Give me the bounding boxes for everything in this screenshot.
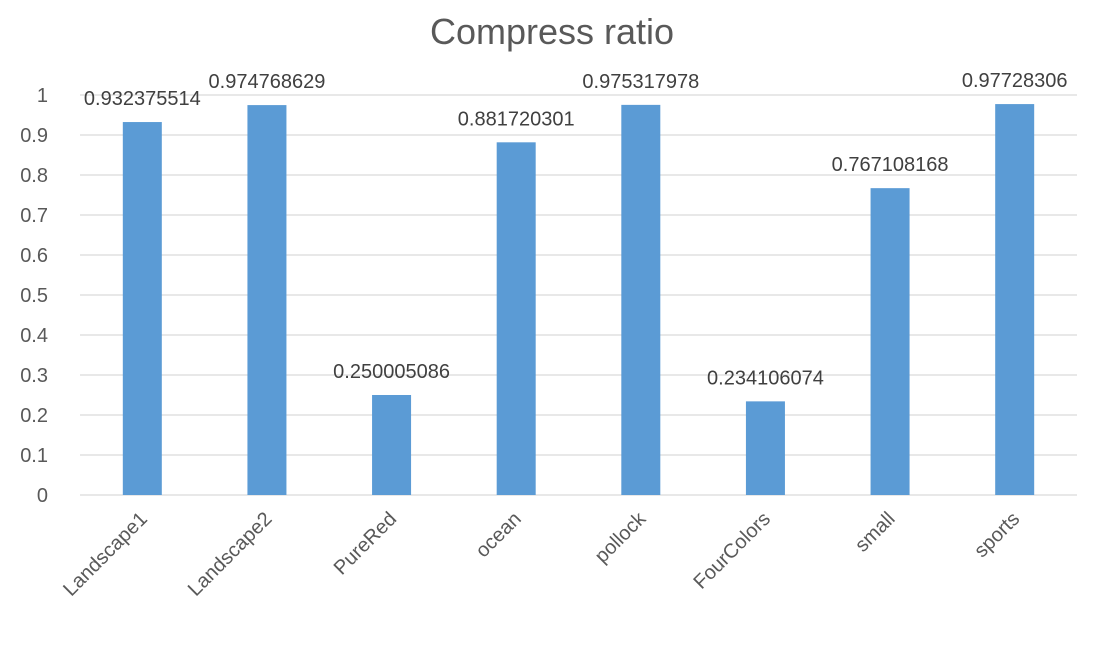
bar-landscape1 [122,122,162,495]
x-tick-label: PureRed [330,508,401,579]
y-tick-label: 0 [37,485,48,507]
bar-purered [372,394,412,495]
y-tick-label: 1 [37,85,48,107]
data-label: 0.97728306 [962,70,1068,92]
data-labels: 0.932375514 0.974768629 0.250005086 0.88172… [84,70,1068,389]
y-tick-label: 0.4 [20,325,48,347]
data-label: 0.250005086 [333,361,450,383]
x-tick-label: small [851,508,900,557]
x-tick-label: sports [970,508,1024,562]
x-axis-ticks: Landscape1 Landscape2 PureRed ocean pollock F… [59,507,1024,600]
chart-title: Compress ratio [430,11,674,52]
y-tick-label: 0.2 [20,405,48,427]
data-label: 0.881720301 [458,108,575,130]
data-label: 0.932375514 [84,88,201,110]
x-tick-label: FourColors [689,508,775,594]
y-tick-label: 0.5 [20,285,48,307]
y-tick-label: 0.9 [20,125,48,147]
x-tick-label: pollock [591,507,651,567]
y-tick-label: 0.8 [20,165,48,187]
data-label: 0.767108168 [832,154,949,176]
bar-small [870,188,910,495]
bars [122,104,1035,496]
bar-landscape2 [247,105,287,495]
bar-sports [995,104,1035,495]
bar-ocean [496,142,536,495]
y-tick-label: 0.1 [20,445,48,467]
bar-fourcolors [745,401,785,495]
data-label: 0.974768629 [209,71,326,93]
gridlines [80,94,1077,496]
y-tick-label: 0.3 [20,365,48,387]
data-label: 0.234106074 [707,367,824,389]
data-label: 0.975317978 [582,71,699,93]
x-tick-label: ocean [472,508,526,562]
y-tick-label: 0.6 [20,245,48,267]
y-tick-label: 0.7 [20,205,48,227]
y-axis-ticks: 0 0.1 0.2 0.3 0.4 0.5 0.6 0.7 0.8 0.9 1 [20,85,48,507]
x-tick-label: Landscape1 [59,508,152,601]
bar-pollock [621,104,661,496]
x-tick-label: Landscape2 [184,508,277,601]
